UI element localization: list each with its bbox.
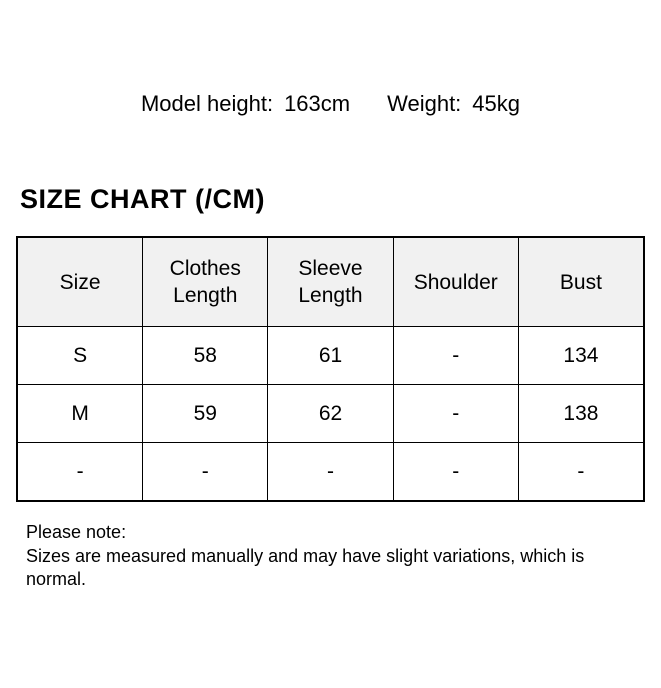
cell-bust: -: [517, 442, 645, 502]
cell-clothes-length: 58: [142, 326, 269, 385]
table-row-m: M 59 62 - 138: [16, 384, 645, 443]
cell-clothes-length: 59: [142, 384, 269, 443]
cell-size: S: [16, 326, 144, 385]
cell-sleeve-length: 62: [267, 384, 394, 443]
cell-bust: 138: [517, 384, 645, 443]
model-height-value: 163cm: [284, 91, 351, 116]
column-header-shoulder: Shoulder: [392, 236, 519, 327]
cell-shoulder: -: [392, 326, 519, 385]
column-header-sleeve-length: Sleeve Length: [267, 236, 394, 327]
cell-shoulder: -: [392, 384, 519, 443]
size-chart-title: SIZE CHART (/CM): [20, 184, 265, 214]
note-body: Sizes are measured manually and may have…: [26, 545, 585, 590]
cell-clothes-length: -: [142, 442, 269, 502]
cell-size: -: [16, 442, 144, 502]
column-header-bust: Bust: [517, 236, 645, 327]
cell-sleeve-length: 61: [267, 326, 394, 385]
cell-size: M: [16, 384, 144, 443]
model-weight-label: Weight:: [387, 91, 462, 116]
cell-shoulder: -: [392, 442, 519, 502]
table-header-row: Size Clothes Length Sleeve Length Should…: [16, 236, 645, 327]
size-chart-table: Size Clothes Length Sleeve Length Should…: [16, 236, 645, 502]
model-weight-value: 45kg: [472, 91, 521, 116]
table-row-s: S 58 61 - 134: [16, 326, 645, 385]
model-height-label: Model height:: [140, 91, 274, 116]
cell-bust: 134: [517, 326, 645, 385]
table-row-empty: - - - - -: [16, 442, 645, 502]
column-header-clothes-length: Clothes Length: [142, 236, 269, 327]
note-title: Please note:: [26, 522, 127, 542]
model-info-line: Model height: 163cm Weight: 45kg: [0, 91, 661, 117]
note-block: Please note: Sizes are measured manually…: [26, 521, 646, 592]
cell-sleeve-length: -: [267, 442, 394, 502]
column-header-size: Size: [16, 236, 144, 327]
